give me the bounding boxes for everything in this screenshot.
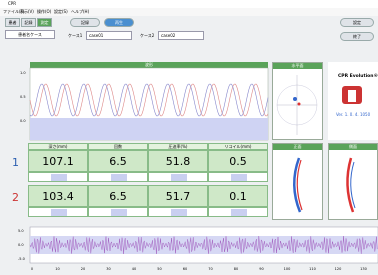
slider-band (51, 174, 67, 181)
x-tick-label: 30 (106, 267, 110, 271)
y-tick-label: 0.5 (20, 95, 26, 99)
logo: CPR Evolution® Ver. 1. 0. 4. 1050 (328, 62, 378, 140)
x-tick-label: 10 (55, 267, 59, 271)
chart-header: 波形 (30, 62, 268, 68)
window-title: CPR (8, 1, 16, 6)
value-cell: 6.5 (88, 185, 148, 207)
menu-item[interactable]: 操作(O) (37, 9, 51, 15)
field-input[interactable]: case02 (158, 31, 204, 40)
panel-front: 正面 (272, 143, 323, 220)
toolbar-button[interactable]: 記録 (21, 18, 36, 27)
value-cell: 51.8 (148, 150, 208, 172)
bottom-plot (30, 227, 378, 263)
slider (208, 207, 268, 217)
toolbar-button[interactable]: 測定 (37, 18, 52, 27)
field-input[interactable]: case01 (86, 31, 132, 40)
value-cell: 6.5 (88, 150, 148, 172)
y-tick-label: 5.0 (18, 229, 24, 233)
trace (30, 84, 268, 116)
bottom-band (30, 236, 378, 254)
row-label: 1 (12, 156, 19, 169)
y-tick-label: -5.0 (18, 257, 25, 261)
y-tick-label: 0.0 (18, 243, 24, 247)
column-header: 回数 (88, 143, 148, 150)
value-cell: 107.1 (28, 150, 88, 172)
slider-band (51, 209, 67, 216)
side-view (329, 150, 377, 220)
value-cell: 103.4 (28, 185, 88, 207)
value-cell: 51.7 (148, 185, 208, 207)
column-header: リコイル(mm) (208, 143, 268, 150)
top-band (30, 118, 268, 140)
slider-band (171, 209, 187, 216)
value-cell: 0.1 (208, 185, 268, 207)
panel-side: 側面 (328, 143, 378, 220)
x-tick-label: 20 (81, 267, 85, 271)
x-tick-label: 70 (208, 267, 212, 271)
patient-field[interactable]: 患者名ケース (5, 30, 55, 39)
y-tick-label: 1.0 (20, 71, 26, 75)
x-tick-label: 100 (284, 267, 291, 271)
menu-bar: ファイル(F)表示(V)操作(O)設定(S)ヘルプ(H) (0, 8, 378, 16)
column-header: 深さ(mm) (28, 143, 88, 150)
x-tick-label: 80 (234, 267, 238, 271)
slider (148, 172, 208, 182)
top-plot (30, 68, 268, 140)
slider (148, 207, 208, 217)
slider-band (111, 209, 127, 216)
slider (88, 207, 148, 217)
toolbar-button[interactable]: 終了 (340, 32, 374, 41)
x-tick-label: 90 (259, 267, 263, 271)
x-tick-label: 130 (360, 267, 367, 271)
app-window: CPR ファイル(F)表示(V)操作(O)設定(S)ヘルプ(H) 波形 水平面 … (0, 0, 378, 275)
column-header: 圧迫率(%) (148, 143, 208, 150)
menu-item[interactable]: 設定(S) (54, 9, 68, 15)
slider (208, 172, 268, 182)
x-tick-label: 110 (309, 267, 316, 271)
title-bar: CPR (0, 0, 378, 8)
slider-band (231, 174, 247, 181)
logo-icon (340, 82, 366, 108)
menu-item[interactable]: 表示(V) (20, 9, 34, 15)
x-tick-label: 40 (132, 267, 136, 271)
front-view (273, 150, 322, 220)
field-label: ケース1 (68, 33, 82, 39)
toolbar-button[interactable]: 患者 (5, 18, 20, 27)
mode-button[interactable]: 記録 (70, 18, 100, 27)
x-tick-label: 0 (31, 267, 33, 271)
trace (30, 236, 377, 254)
menu-item[interactable]: ヘルプ(H) (71, 9, 89, 15)
field-label: ケース2 (140, 33, 154, 39)
slider-band (111, 174, 127, 181)
x-tick-label: 50 (157, 267, 161, 271)
trace (30, 84, 268, 116)
row-label: 2 (12, 191, 19, 204)
x-tick-label: 60 (183, 267, 187, 271)
top-view (273, 69, 322, 139)
slider (28, 207, 88, 217)
y-tick-label: 0.0 (20, 119, 26, 123)
x-tick-label: 120 (335, 267, 342, 271)
slider (28, 172, 88, 182)
logo-name: CPR Evolution® (338, 74, 378, 79)
toolbar-button[interactable]: 設定 (340, 18, 374, 27)
slider (88, 172, 148, 182)
logo-version: Ver. 1. 0. 4. 1050 (336, 112, 370, 117)
slider-band (231, 209, 247, 216)
mode-button[interactable]: 再生 (104, 18, 134, 27)
slider-band (171, 174, 187, 181)
value-cell: 0.5 (208, 150, 268, 172)
panel-top: 水平面 (272, 62, 323, 140)
